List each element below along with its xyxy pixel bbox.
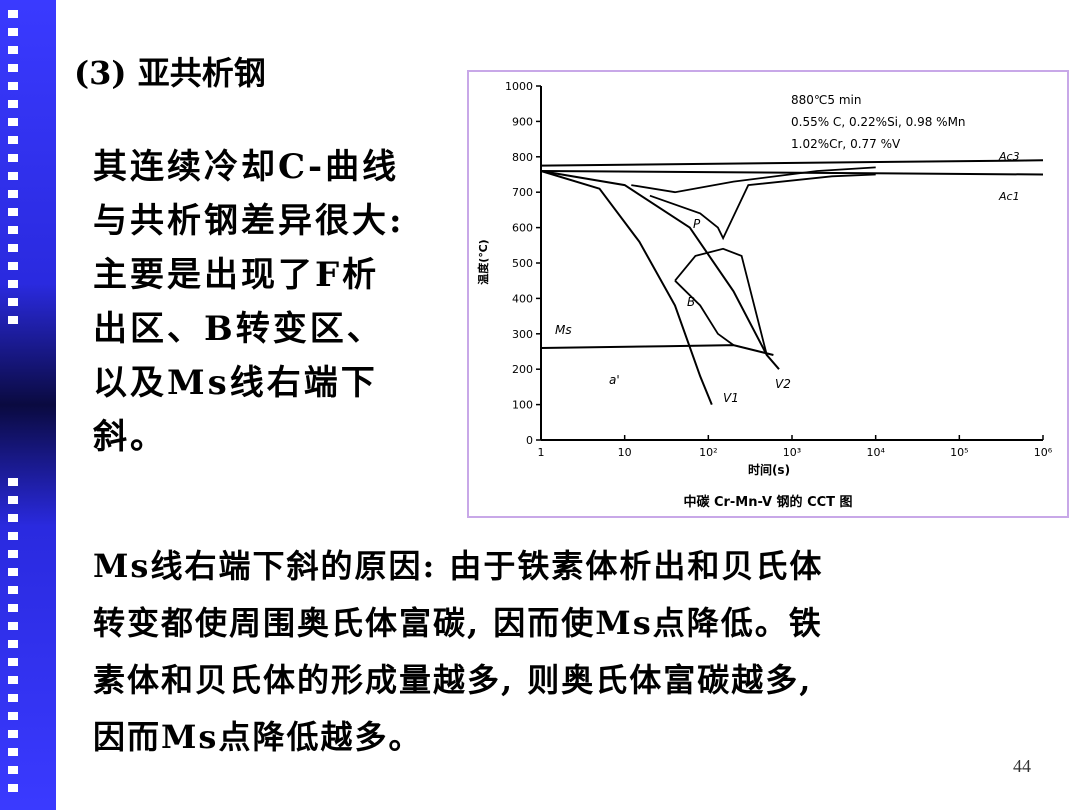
v1-label: V1 (723, 391, 739, 405)
bar-decoration (8, 766, 18, 774)
y-tick-label: 700 (512, 186, 533, 199)
bar-decoration (8, 658, 18, 666)
x-tick-label: 10⁴ (866, 446, 885, 459)
y-tick-label: 300 (512, 328, 533, 341)
ac1-label: Ac1 (998, 190, 1020, 203)
y-tick-label: 500 (512, 257, 533, 270)
body-line: 其连续冷却C-曲线 (93, 147, 400, 187)
y-tick-label: 400 (512, 292, 533, 305)
slide-side-bar (0, 0, 56, 810)
curve-ac3 (540, 159, 1044, 167)
bar-decoration (8, 622, 18, 630)
bainite-region-label: B (687, 295, 695, 309)
bar-decoration (8, 100, 18, 108)
explanation-line: Ms线右端下斜的原因: 由于铁素体析出和贝氏体 (93, 547, 824, 585)
bar-decoration (8, 514, 18, 522)
bar-decoration (8, 64, 18, 72)
y-tick-label: 600 (512, 222, 533, 235)
x-tick-label: 10⁶ (1034, 446, 1053, 459)
pearlite-region-label: P (693, 217, 701, 231)
y-tick-label: 900 (512, 115, 533, 128)
bar-decoration (8, 154, 18, 162)
transformation-boundary (674, 247, 768, 356)
y-tick-label: 800 (512, 151, 533, 164)
ac3-label: Ac3 (998, 150, 1020, 163)
body-line: 与共析钢差异很大: (93, 201, 405, 241)
cct-figure: 0 100 200 300 400 500 600 700 800 900 1000 1 10 10² 10… (467, 70, 1069, 518)
explanation-line: 转变都使周围奥氏体富碳, 因而使Ms点降低。铁 (93, 604, 823, 642)
bar-decoration (8, 190, 18, 198)
ms-label: Ms (555, 323, 572, 337)
bar-decoration (8, 550, 18, 558)
bar-decoration (8, 298, 18, 306)
transformation-boundary (649, 173, 876, 241)
x-tick-label: 10³ (783, 446, 801, 459)
body-line: 以及Ms线右端下 (93, 363, 378, 403)
bar-decoration (8, 316, 18, 324)
bar-decoration (8, 226, 18, 234)
bar-decoration (8, 712, 18, 720)
bar-decoration (8, 262, 18, 270)
bar-decoration (8, 568, 18, 576)
curve-v1 (540, 170, 713, 405)
martensite-region-label: a' (609, 373, 620, 387)
transformation-boundary (674, 280, 735, 346)
x-tick-label: 10² (699, 446, 717, 459)
condition-line: 1.02%Cr, 0.77 %V (791, 137, 901, 151)
figure-caption: 中碳 Cr-Mn-V 钢的 CCT 图 (683, 494, 852, 510)
x-tick-label: 10 (618, 446, 632, 459)
bar-decoration (8, 640, 18, 648)
bar-decoration (8, 478, 18, 486)
transformation-boundary (631, 166, 876, 194)
bar-decoration (8, 208, 18, 216)
y-tick-label: 100 (512, 399, 533, 412)
body-line: 斜。 (93, 417, 167, 457)
y-tick-label: 0 (526, 434, 533, 447)
bar-decoration (8, 784, 18, 792)
x-axis-label: 时间(s) (748, 462, 790, 477)
cct-chart: 0 100 200 300 400 500 600 700 800 900 1000 1 10 10² 10… (476, 80, 1053, 510)
bar-decoration (8, 676, 18, 684)
bar-decoration (8, 46, 18, 54)
explanation-line: 因而Ms点降低越多。 (93, 718, 423, 756)
curve-ac1 (540, 170, 1044, 176)
bar-decoration (8, 172, 18, 180)
y-axis-label: 温度(℃) (476, 239, 490, 284)
v2-label: V2 (775, 377, 791, 391)
bar-decoration (8, 586, 18, 594)
x-tick-label: 10⁵ (950, 446, 968, 459)
body-paragraph: 其连续冷却C-曲线 与共析钢差异很大: 主要是出现了F析 出区、B转变区、 以及… (93, 140, 443, 464)
bar-decoration (8, 730, 18, 738)
bar-decoration (8, 694, 18, 702)
y-tick-label: 1000 (505, 80, 533, 93)
bar-decoration (8, 532, 18, 540)
bar-decoration (8, 496, 18, 504)
bar-decoration (8, 280, 18, 288)
bar-decoration (8, 604, 18, 612)
bar-decoration (8, 82, 18, 90)
curve-ms (540, 344, 774, 356)
condition-line: 0.55% C, 0.22%Si, 0.98 %Mn (791, 115, 966, 129)
y-tick-label: 200 (512, 363, 533, 376)
explanation-line: 素体和贝氏体的形成量越多, 则奥氏体富碳越多, (93, 661, 813, 699)
bar-decoration (8, 10, 18, 18)
condition-line: 880℃5 min (791, 93, 861, 107)
explanation-paragraph: Ms线右端下斜的原因: 由于铁素体析出和贝氏体 转变都使周围奥氏体富碳, 因而使… (93, 538, 1043, 766)
bar-decoration (8, 136, 18, 144)
bar-decoration (8, 118, 18, 126)
x-tick-label: 1 (538, 446, 545, 459)
bar-decoration (8, 748, 18, 756)
slide-heading: (3) 亚共析钢 (74, 54, 266, 92)
curve-v2 (540, 170, 780, 370)
body-line: 出区、B转变区、 (93, 309, 384, 349)
bar-decoration (8, 244, 18, 252)
page-number: 44 (1013, 756, 1031, 776)
body-line: 主要是出现了F析 (93, 255, 380, 295)
bar-decoration (8, 28, 18, 36)
